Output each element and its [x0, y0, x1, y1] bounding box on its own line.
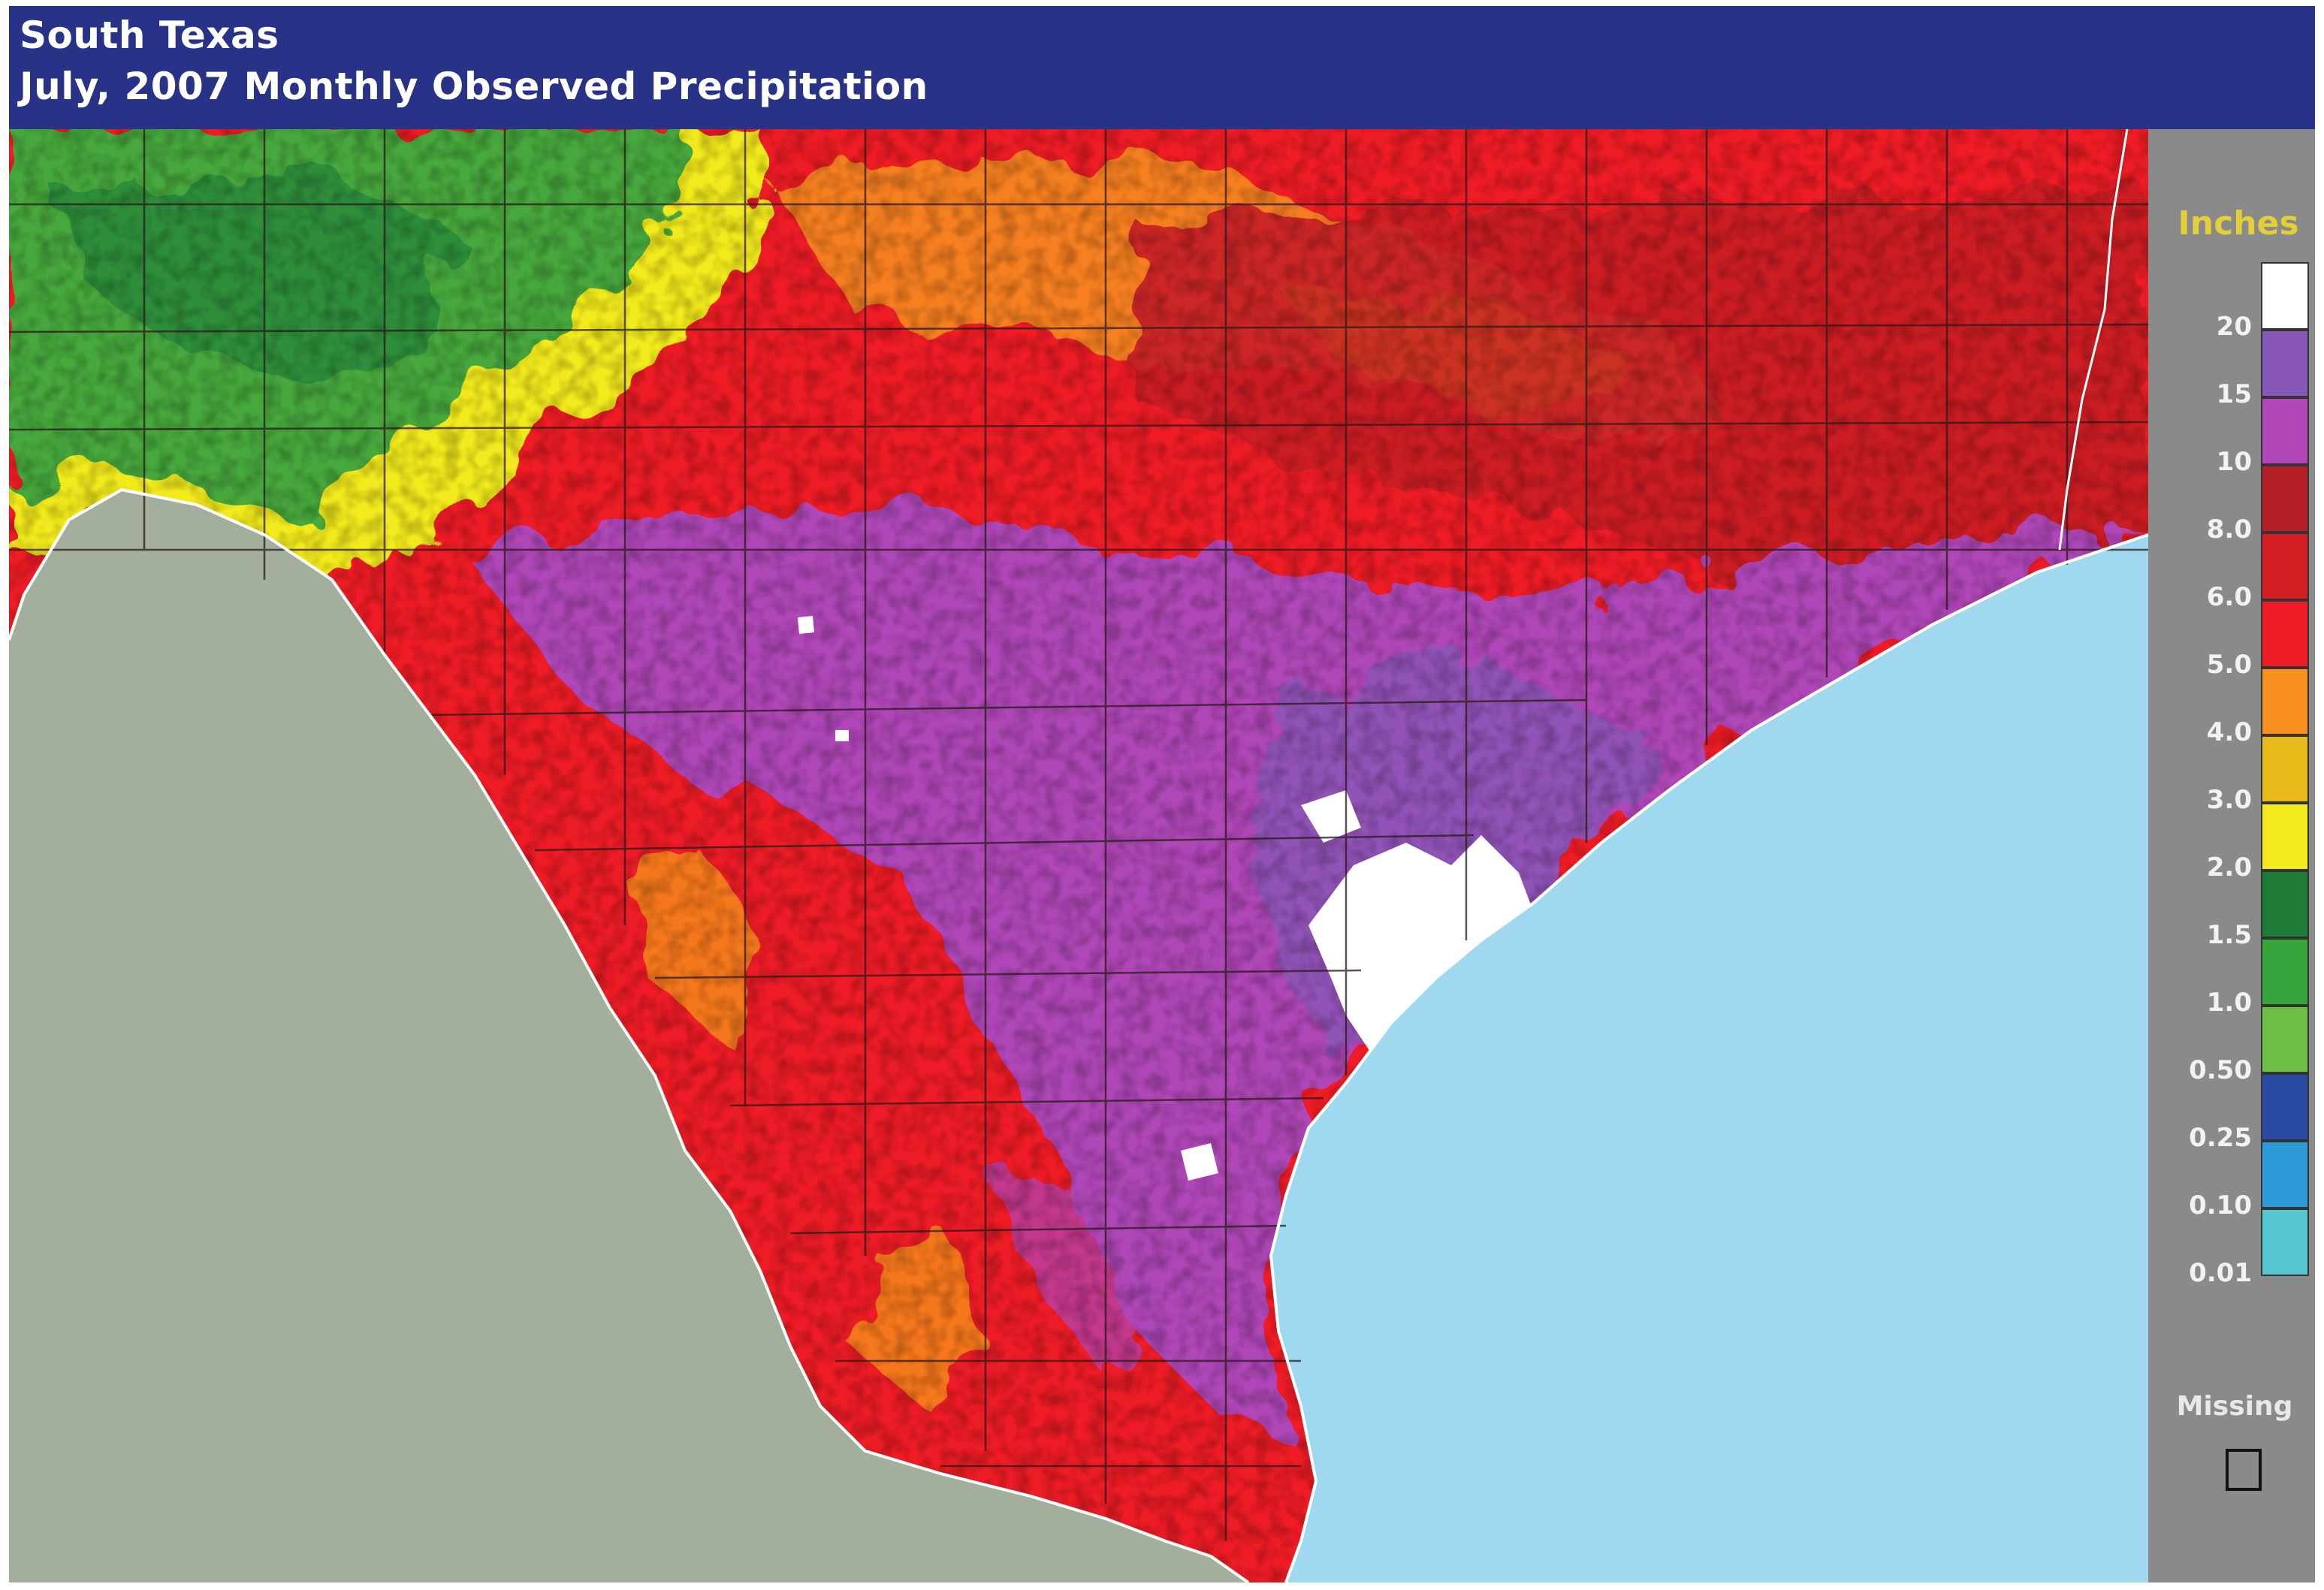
legend-tick-label: 4.0 [2206, 717, 2252, 747]
sabine-river [2058, 129, 2129, 551]
legend-swatch [2261, 1006, 2309, 1073]
legend-swatch [2261, 1141, 2309, 1208]
legend-tick-label: 2.0 [2206, 852, 2252, 882]
legend-swatch [2261, 668, 2309, 735]
legend-swatch [2261, 397, 2309, 465]
coastline [1269, 533, 2148, 1582]
legend-tick-label: 6.0 [2206, 582, 2252, 612]
legend-tick-label: 1.0 [2206, 988, 2252, 1018]
legend-swatch [2261, 735, 2309, 803]
legend-tick-label: 0.10 [2189, 1190, 2252, 1220]
map-subtitle: July, 2007 Monthly Observed Precipitatio… [20, 65, 928, 108]
legend-tick-label: 5.0 [2206, 650, 2252, 680]
legend-tick-label: 10 [2216, 447, 2252, 477]
legend-tick-label: 15 [2216, 379, 2252, 409]
legend-swatch [2261, 533, 2309, 600]
legend-units-label: Inches [2178, 204, 2299, 243]
legend-tick-label: 0.01 [2189, 1258, 2252, 1288]
legend-tick-label: 20 [2216, 312, 2252, 342]
county-boundaries [9, 129, 2148, 1541]
legend-swatch [2261, 330, 2309, 397]
missing-swatch [2226, 1449, 2262, 1491]
missing-label: Missing [2176, 1391, 2293, 1422]
precipitation-map [9, 129, 2148, 1582]
legend-swatch [2261, 262, 2309, 330]
precipitation-legend: Inches 20 15 10 8.0 6.0 5.0 4.0 3.0 2.0 1.5 1.0 0.5… [2148, 129, 2315, 1582]
legend-swatch [2261, 600, 2309, 668]
legend-tick-label: 1.5 [2206, 920, 2252, 950]
legend-swatch [2261, 803, 2309, 870]
legend-tick-label: 0.50 [2189, 1055, 2252, 1085]
legend-swatch [2261, 1208, 2309, 1276]
legend-swatch [2261, 1073, 2309, 1141]
region-title: South Texas [20, 14, 279, 57]
legend-tick-label: 3.0 [2206, 785, 2252, 815]
legend-tick-label: 0.25 [2189, 1123, 2252, 1153]
map-header: South Texas July, 2007 Monthly Observed … [9, 6, 2315, 129]
legend-swatch [2261, 465, 2309, 533]
legend-tick-label: 8.0 [2206, 514, 2252, 545]
legend-swatch [2261, 870, 2309, 938]
legend-swatch [2261, 938, 2309, 1006]
rio-grande-border [9, 487, 1250, 1582]
